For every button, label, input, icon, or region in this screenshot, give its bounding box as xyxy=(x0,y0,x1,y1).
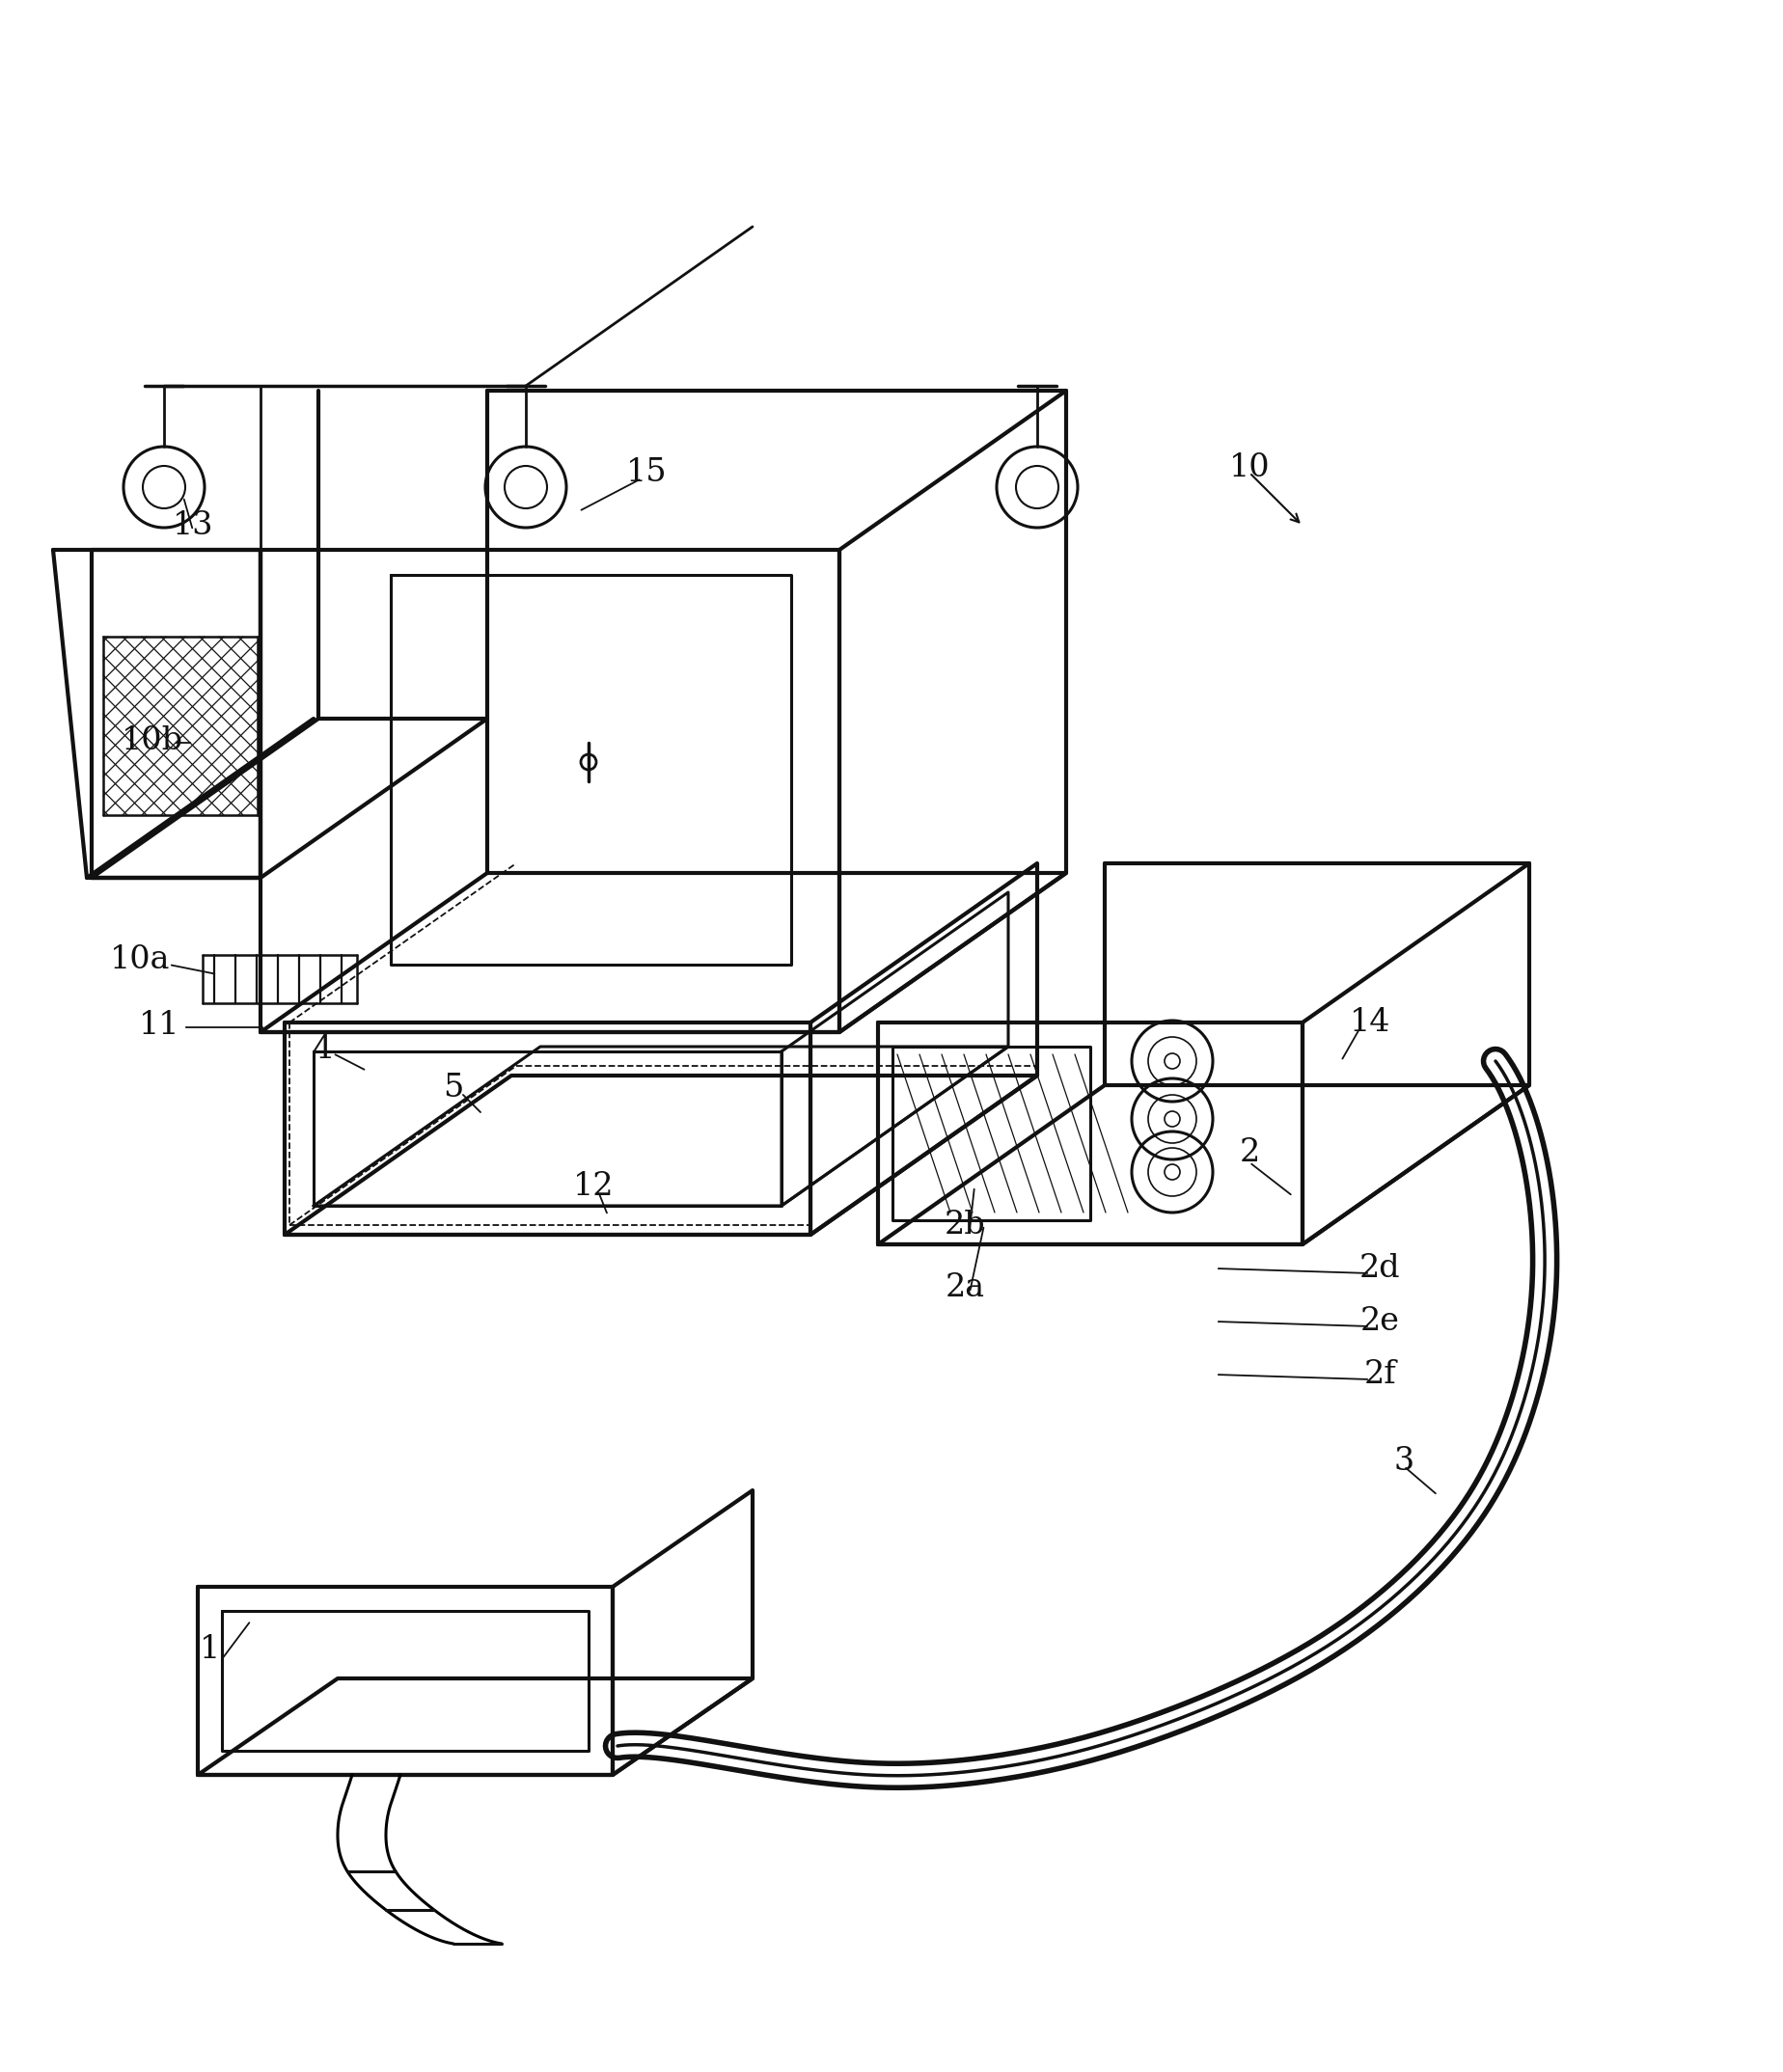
Text: 3: 3 xyxy=(1393,1446,1414,1477)
Text: 13: 13 xyxy=(173,510,214,541)
Text: 2f: 2f xyxy=(1362,1359,1394,1390)
Text: 2d: 2d xyxy=(1359,1254,1400,1285)
Text: 12: 12 xyxy=(572,1171,613,1202)
Text: 10b: 10b xyxy=(121,725,184,756)
Text: 4: 4 xyxy=(312,1034,333,1065)
Text: 15: 15 xyxy=(626,458,667,489)
Text: 10: 10 xyxy=(1228,452,1269,483)
Text: 2a: 2a xyxy=(945,1272,984,1303)
Text: 1: 1 xyxy=(200,1635,221,1666)
Text: 5: 5 xyxy=(442,1073,464,1104)
Text: 14: 14 xyxy=(1350,1007,1389,1038)
Text: 2b: 2b xyxy=(943,1210,984,1241)
Text: 11: 11 xyxy=(139,1009,180,1040)
Text: 2: 2 xyxy=(1239,1138,1259,1169)
Text: 2e: 2e xyxy=(1359,1305,1398,1336)
Text: 10a: 10a xyxy=(111,945,169,976)
